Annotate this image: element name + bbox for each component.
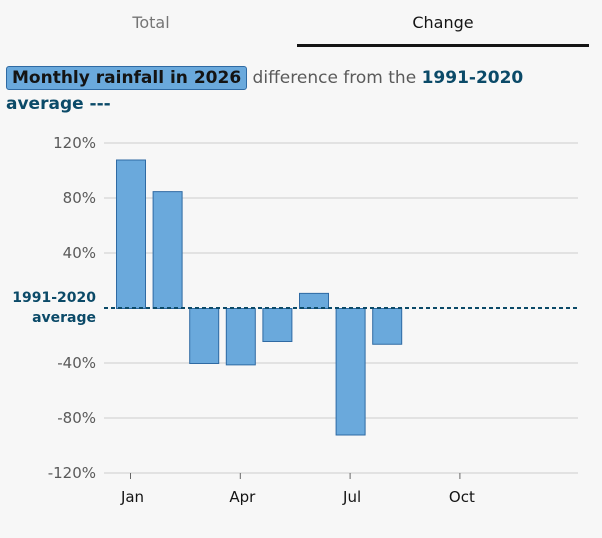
bar-jan xyxy=(116,159,146,309)
y-tick-label: -40% xyxy=(57,354,96,372)
tab-total[interactable]: Total xyxy=(132,13,170,32)
average-label-line2: average xyxy=(32,310,96,326)
bar-aug xyxy=(372,308,403,345)
y-tick-label: -120% xyxy=(48,464,96,482)
heading-range: 1991-2020 xyxy=(421,68,524,88)
heading-end: average --- xyxy=(6,94,111,114)
bar-jul xyxy=(335,308,366,436)
y-tick-label: 40% xyxy=(63,244,96,262)
x-tick-label: Oct xyxy=(449,488,475,506)
heading-badge: Monthly rainfall in 2026 xyxy=(6,66,248,90)
average-label-line1: 1991-2020 xyxy=(12,290,96,306)
x-tick-label: Apr xyxy=(229,488,256,506)
view-tabs: Total Change xyxy=(0,0,602,48)
y-tick-label: -80% xyxy=(57,409,96,427)
bar-apr xyxy=(225,308,256,366)
x-tick-label: Jul xyxy=(342,488,361,506)
bar-feb xyxy=(152,191,183,309)
heading-middle: difference from the xyxy=(247,68,422,88)
y-tick-label: 80% xyxy=(63,189,96,207)
x-tick-label: Jan xyxy=(120,488,144,506)
bar-jun xyxy=(299,292,329,309)
bar-mar xyxy=(189,308,220,364)
chart-heading: Monthly rainfall in 2026 difference from… xyxy=(6,65,596,117)
bar-may xyxy=(262,308,293,342)
y-tick-label: 120% xyxy=(53,134,96,152)
tab-change[interactable]: Change xyxy=(297,0,589,47)
